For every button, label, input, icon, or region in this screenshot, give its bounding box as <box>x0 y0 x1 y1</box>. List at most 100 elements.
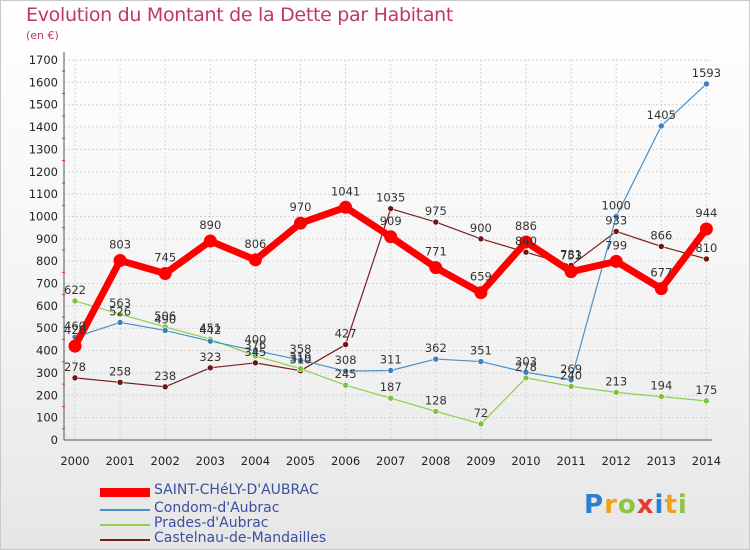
data-label: 278 <box>64 360 86 374</box>
data-label: 451 <box>199 321 221 335</box>
y-tick-label: 1000 <box>29 209 58 223</box>
x-tick-label: 2000 <box>60 454 89 468</box>
data-point <box>429 261 443 275</box>
data-label: 128 <box>425 393 447 407</box>
data-point <box>567 376 575 384</box>
data-label: 238 <box>154 369 176 383</box>
data-label: 506 <box>154 309 176 323</box>
x-tick-label: 2014 <box>692 454 721 468</box>
y-tick-label: 400 <box>36 344 58 358</box>
data-point <box>71 297 79 305</box>
logo-letter: x <box>636 490 655 520</box>
x-tick-label: 2002 <box>151 454 180 468</box>
data-label: 175 <box>695 383 717 397</box>
data-label: 194 <box>650 379 672 393</box>
data-label: 781 <box>560 247 582 261</box>
data-point <box>342 341 349 348</box>
data-point <box>297 356 304 364</box>
logo-letter: i <box>677 490 688 520</box>
data-label: 345 <box>244 345 266 359</box>
data-point <box>474 286 488 300</box>
x-tick-label: 2010 <box>511 454 540 468</box>
legend-swatch-saint-chely <box>100 488 150 497</box>
data-point <box>657 243 665 250</box>
data-point <box>432 355 440 363</box>
x-tick-label: 2009 <box>466 454 495 468</box>
data-label: 323 <box>199 350 221 364</box>
x-tick-label: 2001 <box>105 454 134 468</box>
x-tick-label: 2003 <box>196 454 225 468</box>
proxiti-logo: Proxiti <box>584 490 688 520</box>
x-tick-label: 2006 <box>331 454 360 468</box>
data-label: 72 <box>474 406 489 420</box>
data-label: 400 <box>244 333 266 347</box>
data-point <box>477 358 485 365</box>
y-tick-label: 1300 <box>29 142 58 156</box>
data-point <box>384 230 398 244</box>
data-label: 303 <box>515 354 537 368</box>
y-tick-label: 1600 <box>29 75 58 89</box>
data-label: 840 <box>515 234 537 248</box>
data-point <box>477 420 485 428</box>
logo-letter: o <box>617 490 637 520</box>
y-tick-label: 200 <box>36 388 58 402</box>
legend-label-saint-chely: SAINT-CHéLY-D'AUBRAC <box>154 482 319 498</box>
y-tick-label: 500 <box>36 321 58 335</box>
data-label: 420 <box>64 323 86 337</box>
chart-subtitle: (en €) <box>26 29 59 42</box>
data-point <box>657 122 665 130</box>
data-point <box>432 408 440 415</box>
data-label: 187 <box>380 380 402 394</box>
y-tick-label: 600 <box>36 299 58 313</box>
y-tick-label: 0 <box>51 433 58 447</box>
data-label: 311 <box>380 352 402 366</box>
x-tick-label: 2013 <box>647 454 676 468</box>
data-label: 1041 <box>331 184 360 198</box>
data-label: 278 <box>515 360 537 374</box>
data-label: 745 <box>154 250 176 264</box>
data-label: 490 <box>154 312 176 326</box>
data-point <box>252 347 259 354</box>
data-label: 909 <box>380 214 402 228</box>
data-point <box>297 365 304 372</box>
data-point <box>113 254 127 268</box>
legend-swatch-castelnau <box>100 539 150 541</box>
data-label: 442 <box>199 323 221 337</box>
data-point <box>116 319 124 326</box>
data-point <box>252 359 259 367</box>
data-point <box>161 327 169 334</box>
data-point <box>519 235 533 249</box>
data-label: 319 <box>290 351 312 365</box>
x-tick-label: 2012 <box>602 454 631 468</box>
data-label: 799 <box>605 238 627 252</box>
x-tick-label: 2004 <box>241 454 270 468</box>
y-tick-label: 100 <box>36 411 58 425</box>
data-label: 944 <box>695 206 717 220</box>
data-label: 1405 <box>647 108 676 122</box>
y-tick-label: 1100 <box>29 187 58 201</box>
data-label: 1035 <box>376 191 405 205</box>
y-tick-label: 700 <box>36 277 58 291</box>
data-label: 460 <box>64 319 86 333</box>
data-point <box>703 255 710 263</box>
data-label: 358 <box>290 342 312 356</box>
data-label: 753 <box>560 249 582 263</box>
data-point <box>703 80 710 88</box>
y-tick-label: 900 <box>36 232 58 246</box>
data-point <box>207 364 214 372</box>
y-tick-label: 1200 <box>29 165 58 179</box>
data-point <box>68 339 82 353</box>
y-tick-label: 800 <box>36 254 58 268</box>
data-point <box>612 389 620 396</box>
data-point <box>522 248 530 256</box>
data-label: 563 <box>109 296 131 310</box>
data-point <box>71 374 79 382</box>
logo-letter: t <box>664 490 678 520</box>
data-point <box>522 368 530 376</box>
data-point <box>161 383 169 391</box>
data-point <box>339 200 353 214</box>
x-tick-label: 2008 <box>421 454 450 468</box>
data-point <box>203 234 217 248</box>
data-point <box>116 379 124 386</box>
